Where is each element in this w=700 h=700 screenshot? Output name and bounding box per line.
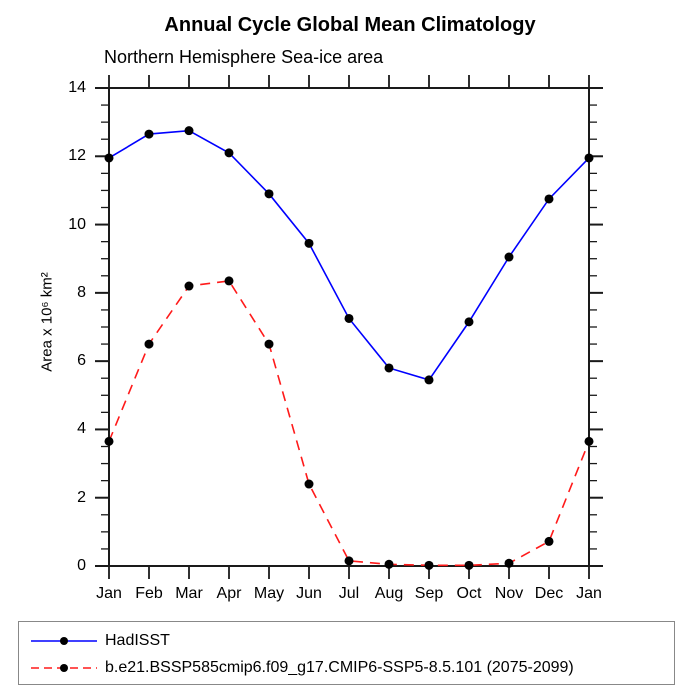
legend-label: b.e21.BSSP585cmip6.f09_g17.CMIP6-SSP5-8.…	[105, 658, 574, 676]
y-tick-label: 4	[77, 420, 86, 438]
data-point-marker	[144, 339, 154, 349]
legend-sample-line-dashed	[31, 663, 97, 672]
data-point-marker	[224, 276, 234, 286]
x-tick-label: Oct	[456, 585, 482, 602]
data-point-marker	[264, 189, 274, 199]
data-point-marker	[184, 126, 194, 136]
y-tick-label: 12	[68, 147, 86, 165]
data-point-marker	[264, 339, 274, 349]
x-tick-label: Aug	[374, 585, 404, 602]
x-tick-label: Jan	[96, 585, 122, 602]
x-tick-label: Mar	[175, 585, 203, 602]
legend-sample-line-solid	[31, 636, 97, 645]
data-point-marker	[424, 560, 434, 570]
y-tick-label: 14	[68, 79, 86, 96]
y-tick-label: 2	[77, 488, 86, 506]
x-tick-label: Dec	[534, 585, 564, 602]
data-point-marker	[504, 558, 514, 568]
data-point-marker	[304, 479, 314, 489]
chart-subtitle: Northern Hemisphere Sea-ice area	[104, 47, 384, 67]
data-point-marker	[544, 536, 554, 546]
data-point-marker	[584, 436, 594, 446]
y-tick-label: 0	[77, 557, 86, 574]
data-point-marker	[144, 129, 154, 139]
x-tick-label: Sep	[414, 585, 444, 602]
data-point-marker	[344, 556, 354, 566]
legend-label: HadISST	[105, 631, 170, 649]
data-point-marker	[464, 317, 474, 327]
legend-row: b.e21.BSSP585cmip6.f09_g17.CMIP6-SSP5-8.…	[19, 654, 674, 681]
x-tick-label: Jan	[576, 585, 602, 602]
x-tick-label: May	[253, 585, 285, 602]
y-tick-label: 8	[77, 283, 86, 301]
data-point-marker	[464, 560, 474, 570]
data-point-marker	[344, 313, 354, 323]
legend: HadISST b.e21.BSSP585cmip6.f09_g17.CMIP6…	[18, 621, 675, 685]
y-tick-label: 6	[77, 352, 86, 370]
data-point-marker	[544, 194, 554, 204]
x-tick-label: Jun	[296, 585, 322, 602]
series-line	[108, 280, 590, 567]
data-point-marker	[224, 148, 234, 158]
data-point-marker	[104, 436, 114, 446]
data-point-marker	[384, 559, 394, 569]
chart-title: Annual Cycle Global Mean Climatology	[164, 14, 536, 36]
data-point-marker	[424, 375, 434, 385]
data-point-marker	[184, 281, 194, 291]
legend-row: HadISST	[19, 627, 674, 654]
series-line	[108, 129, 590, 381]
data-point-marker	[304, 238, 314, 248]
axis-frame	[108, 87, 590, 567]
data-point-marker	[584, 153, 594, 163]
x-tick-label: Feb	[135, 585, 163, 602]
data-point-marker	[504, 252, 514, 262]
x-tick-label: Apr	[216, 585, 242, 602]
data-point-marker	[104, 153, 114, 163]
y-tick-label: 10	[68, 215, 86, 233]
x-tick-label: Nov	[494, 585, 524, 602]
x-tick-label: Jul	[338, 585, 360, 602]
data-point-marker	[384, 363, 394, 373]
